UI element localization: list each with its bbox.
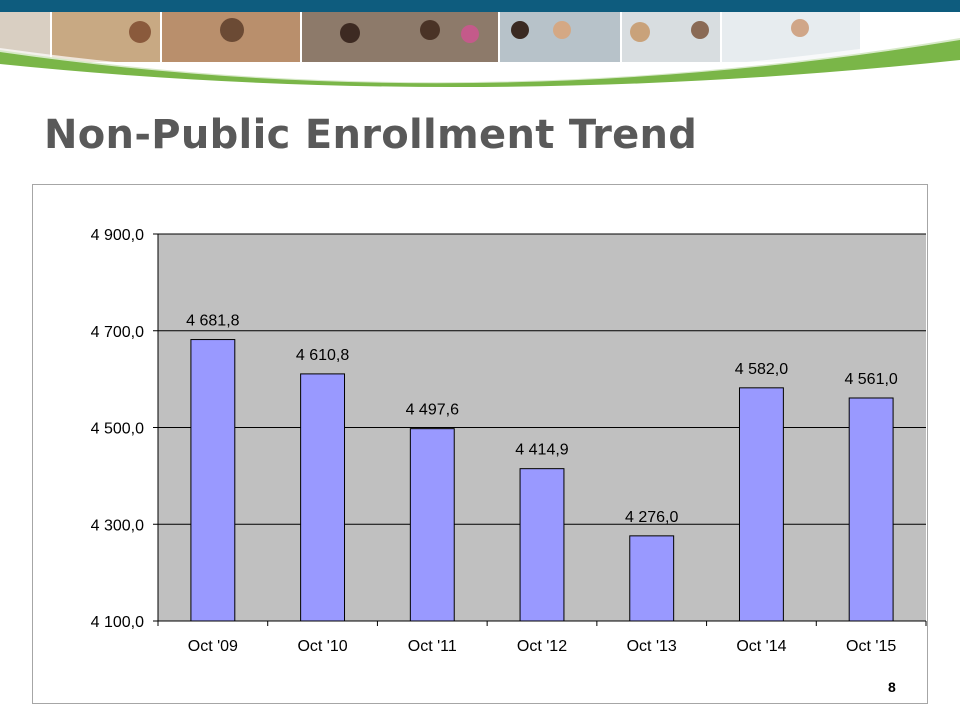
header-swoosh: [0, 38, 960, 88]
x-tick-label: Oct '15: [846, 638, 896, 655]
header-band: [0, 0, 960, 12]
bars: [190, 339, 894, 622]
y-tick-label: 4 100,0: [91, 614, 144, 631]
slide-number: 8: [888, 679, 896, 695]
data-label: 4 497,6: [406, 402, 459, 419]
x-tick-label: Oct '12: [517, 638, 567, 655]
header-banner: [0, 0, 960, 88]
bar: [190, 339, 236, 622]
data-label: 4 610,8: [296, 347, 349, 364]
x-tick-label: Oct '13: [627, 638, 677, 655]
bar: [519, 468, 565, 622]
y-tick-label: 4 700,0: [91, 324, 144, 341]
chart-frame: 4 100,0 4 300,0 4 500,0 4 700,0 4 900,0 Oct …: [32, 184, 928, 704]
header-photo-collage: [0, 12, 860, 62]
y-tick-label: 4 300,0: [91, 517, 144, 534]
x-tick-label: Oct '10: [297, 638, 347, 655]
x-tick-label: Oct '11: [408, 638, 457, 655]
x-tick-label: Oct '14: [736, 638, 786, 655]
x-axis: Oct '09 Oct '10 Oct '11 Oct '12 Oct '13 Oct '…: [157, 620, 927, 655]
y-tick-label: 4 500,0: [91, 421, 144, 438]
bar: [738, 387, 784, 622]
x-tick-label: Oct '09: [188, 638, 238, 655]
bar: [300, 373, 346, 622]
value-labels: 4 681,8 4 610,8 4 497,6 4 414,9 4 276,0 4 582…: [186, 313, 898, 526]
data-label: 4 561,0: [844, 371, 897, 388]
bar: [409, 428, 455, 622]
data-label: 4 276,0: [625, 509, 678, 526]
data-label: 4 414,9: [515, 442, 568, 459]
bar: [629, 535, 675, 622]
data-label: 4 582,0: [735, 361, 788, 378]
data-label: 4 681,8: [186, 313, 239, 330]
y-tick-label: 4 900,0: [91, 227, 144, 244]
slide-title: Non-Public Enrollment Trend: [44, 112, 698, 158]
y-axis: 4 100,0 4 300,0 4 500,0 4 700,0 4 900,0: [91, 227, 159, 631]
bar: [848, 397, 894, 622]
bar-chart: 4 100,0 4 300,0 4 500,0 4 700,0 4 900,0 Oct …: [91, 227, 927, 655]
